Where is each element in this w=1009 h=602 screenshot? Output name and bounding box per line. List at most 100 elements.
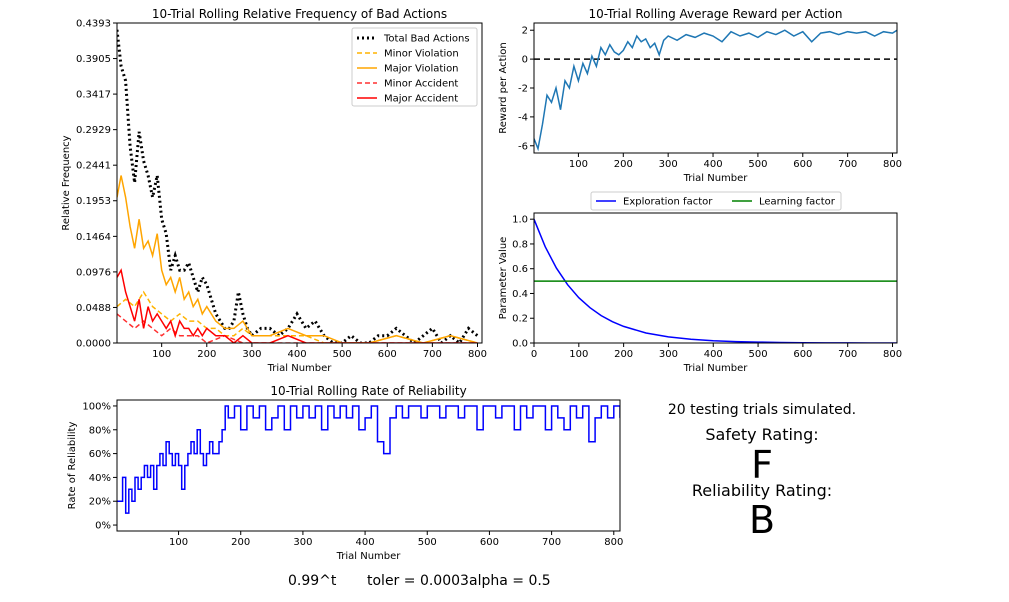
y-tick-label: 0 (522, 55, 528, 66)
x-tick-label: 400 (704, 349, 723, 360)
x-tick-label: 100 (169, 537, 188, 548)
legend-box (590, 191, 842, 211)
reliability-rating-label: Reliability Rating: (692, 481, 832, 500)
x-tick-label: 400 (703, 159, 722, 170)
series-group (534, 29, 897, 152)
y-tick-label: -6 (518, 141, 528, 152)
y-tick-label: 0.2929 (76, 125, 111, 136)
x-axis-label: Trial Number (683, 363, 749, 374)
axes-frame (533, 212, 898, 344)
footer-params: 0.99^t toler = 0.0003 alpha = 0.5 (288, 573, 551, 589)
series-line-minor-accident (117, 313, 478, 343)
alpha-text: alpha = 0.5 (469, 573, 551, 589)
y-tick-label: 1.0 (512, 215, 528, 226)
y-tick-label: 0.0488 (76, 303, 111, 314)
legend-label: Major Violation (384, 64, 459, 75)
bad-actions-chart: 100 200 300 400 500 600 700 800 0.0000 0.0488 0.09… (61, 7, 487, 374)
y-tick-label: 0.6 (512, 264, 528, 275)
axes-frame (116, 399, 621, 532)
x-axis-label: Trial Number (683, 173, 749, 184)
y-tick-label: 0.1953 (76, 196, 111, 207)
x-tick-label: 200 (197, 349, 216, 360)
legend-label: Minor Accident (384, 79, 458, 90)
series-line-major-accident (117, 268, 478, 343)
series-line-1-0 (534, 29, 897, 152)
x-axis-label: Trial Number (267, 363, 333, 374)
y-axis-label: Reward per Action (498, 42, 509, 134)
y-tick-label: 0.0976 (76, 267, 111, 278)
plot-area (117, 400, 620, 531)
y-tick-label: 100% (82, 401, 111, 412)
y-tick-label: 60% (89, 449, 111, 460)
x-tick-label: 200 (614, 349, 633, 360)
legend-label: Exploration factor (623, 197, 713, 208)
x-tick-label: 300 (242, 349, 261, 360)
parameters-chart: 0 100 200 300 400 500 600 700 800 0.0 0.2 0.4 0.6 0.8… (498, 191, 902, 374)
y-tick-label: 40% (89, 473, 111, 484)
plot-area (534, 23, 897, 153)
legend-box (351, 27, 478, 107)
y-tick-label: 0.4 (512, 289, 528, 300)
chart-title: 10-Trial Rolling Average Reward per Acti… (589, 7, 843, 21)
x-tick-label: 600 (480, 537, 499, 548)
x-tick-label: 700 (838, 159, 857, 170)
x-tick-label: 100 (569, 159, 588, 170)
y-tick-label: -2 (518, 84, 528, 95)
x-tick-label: 500 (333, 349, 352, 360)
legend-label: Total Bad Actions (383, 34, 470, 45)
y-tick-label: 0.8 (512, 239, 528, 250)
legend-label: Major Accident (384, 94, 458, 105)
y-tick-label: 0.2441 (76, 161, 111, 172)
series-line-3-0 (117, 405, 620, 514)
series-group (117, 29, 479, 343)
y-tick-label: 0.3417 (76, 90, 111, 101)
x-tick-label: 600 (793, 349, 812, 360)
x-tick-label: 300 (659, 159, 678, 170)
x-tick-label: 700 (423, 349, 442, 360)
series-line-total-bad-actions (117, 29, 479, 343)
series-line-minor-violation (117, 290, 478, 343)
y-tick-label: 0.1464 (76, 232, 111, 243)
y-tick-label: 0.0000 (76, 339, 111, 350)
x-tick-label: 100 (569, 349, 588, 360)
safety-rating-grade: F (751, 443, 773, 487)
y-tick-label: 80% (89, 425, 111, 436)
x-tick-label: 800 (604, 537, 623, 548)
y-tick-label: 0.3905 (76, 54, 111, 65)
x-tick-label: 400 (287, 349, 306, 360)
x-tick-label: 300 (293, 537, 312, 548)
x-tick-label: 200 (231, 537, 250, 548)
y-axis-label: Parameter Value (498, 237, 509, 320)
series-group (117, 405, 620, 514)
x-tick-label: 800 (883, 159, 902, 170)
y-tick-label: 0.0 (512, 339, 528, 350)
x-tick-label: 600 (793, 159, 812, 170)
x-tick-label: 800 (883, 349, 902, 360)
x-tick-label: 700 (542, 537, 561, 548)
summary-panel: 20 testing trials simulated. Safety Rati… (668, 402, 856, 542)
x-tick-label: 400 (356, 537, 375, 548)
legend-label: Minor Violation (384, 49, 459, 60)
legend-label: Learning factor (759, 197, 836, 208)
y-axis-label: Relative Frequency (61, 135, 72, 230)
chart-title: 10-Trial Rolling Relative Frequency of B… (152, 7, 447, 21)
x-tick-label: 600 (378, 349, 397, 360)
x-tick-label: 100 (152, 349, 171, 360)
x-tick-label: 500 (748, 159, 767, 170)
decay-function-text: 0.99^t (288, 573, 337, 589)
y-tick-label: 2 (522, 26, 528, 37)
trials-simulated-text: 20 testing trials simulated. (668, 402, 856, 418)
y-tick-label: 0.2 (512, 314, 528, 325)
safety-rating-label: Safety Rating: (705, 425, 818, 444)
reliability-rating-grade: B (749, 498, 775, 542)
x-tick-label: 700 (838, 349, 857, 360)
y-tick-label: 20% (89, 497, 111, 508)
x-axis-label: Trial Number (336, 551, 402, 562)
axes-frame (116, 22, 483, 344)
y-tick-label: 0.4393 (76, 19, 111, 30)
x-tick-label: 800 (468, 349, 487, 360)
x-tick-label: 200 (614, 159, 633, 170)
y-tick-label: 0% (95, 521, 111, 532)
reliability-chart: 100 200 300 400 500 600 700 800 0% 20% 40% 60% 80% 10… (67, 384, 623, 562)
